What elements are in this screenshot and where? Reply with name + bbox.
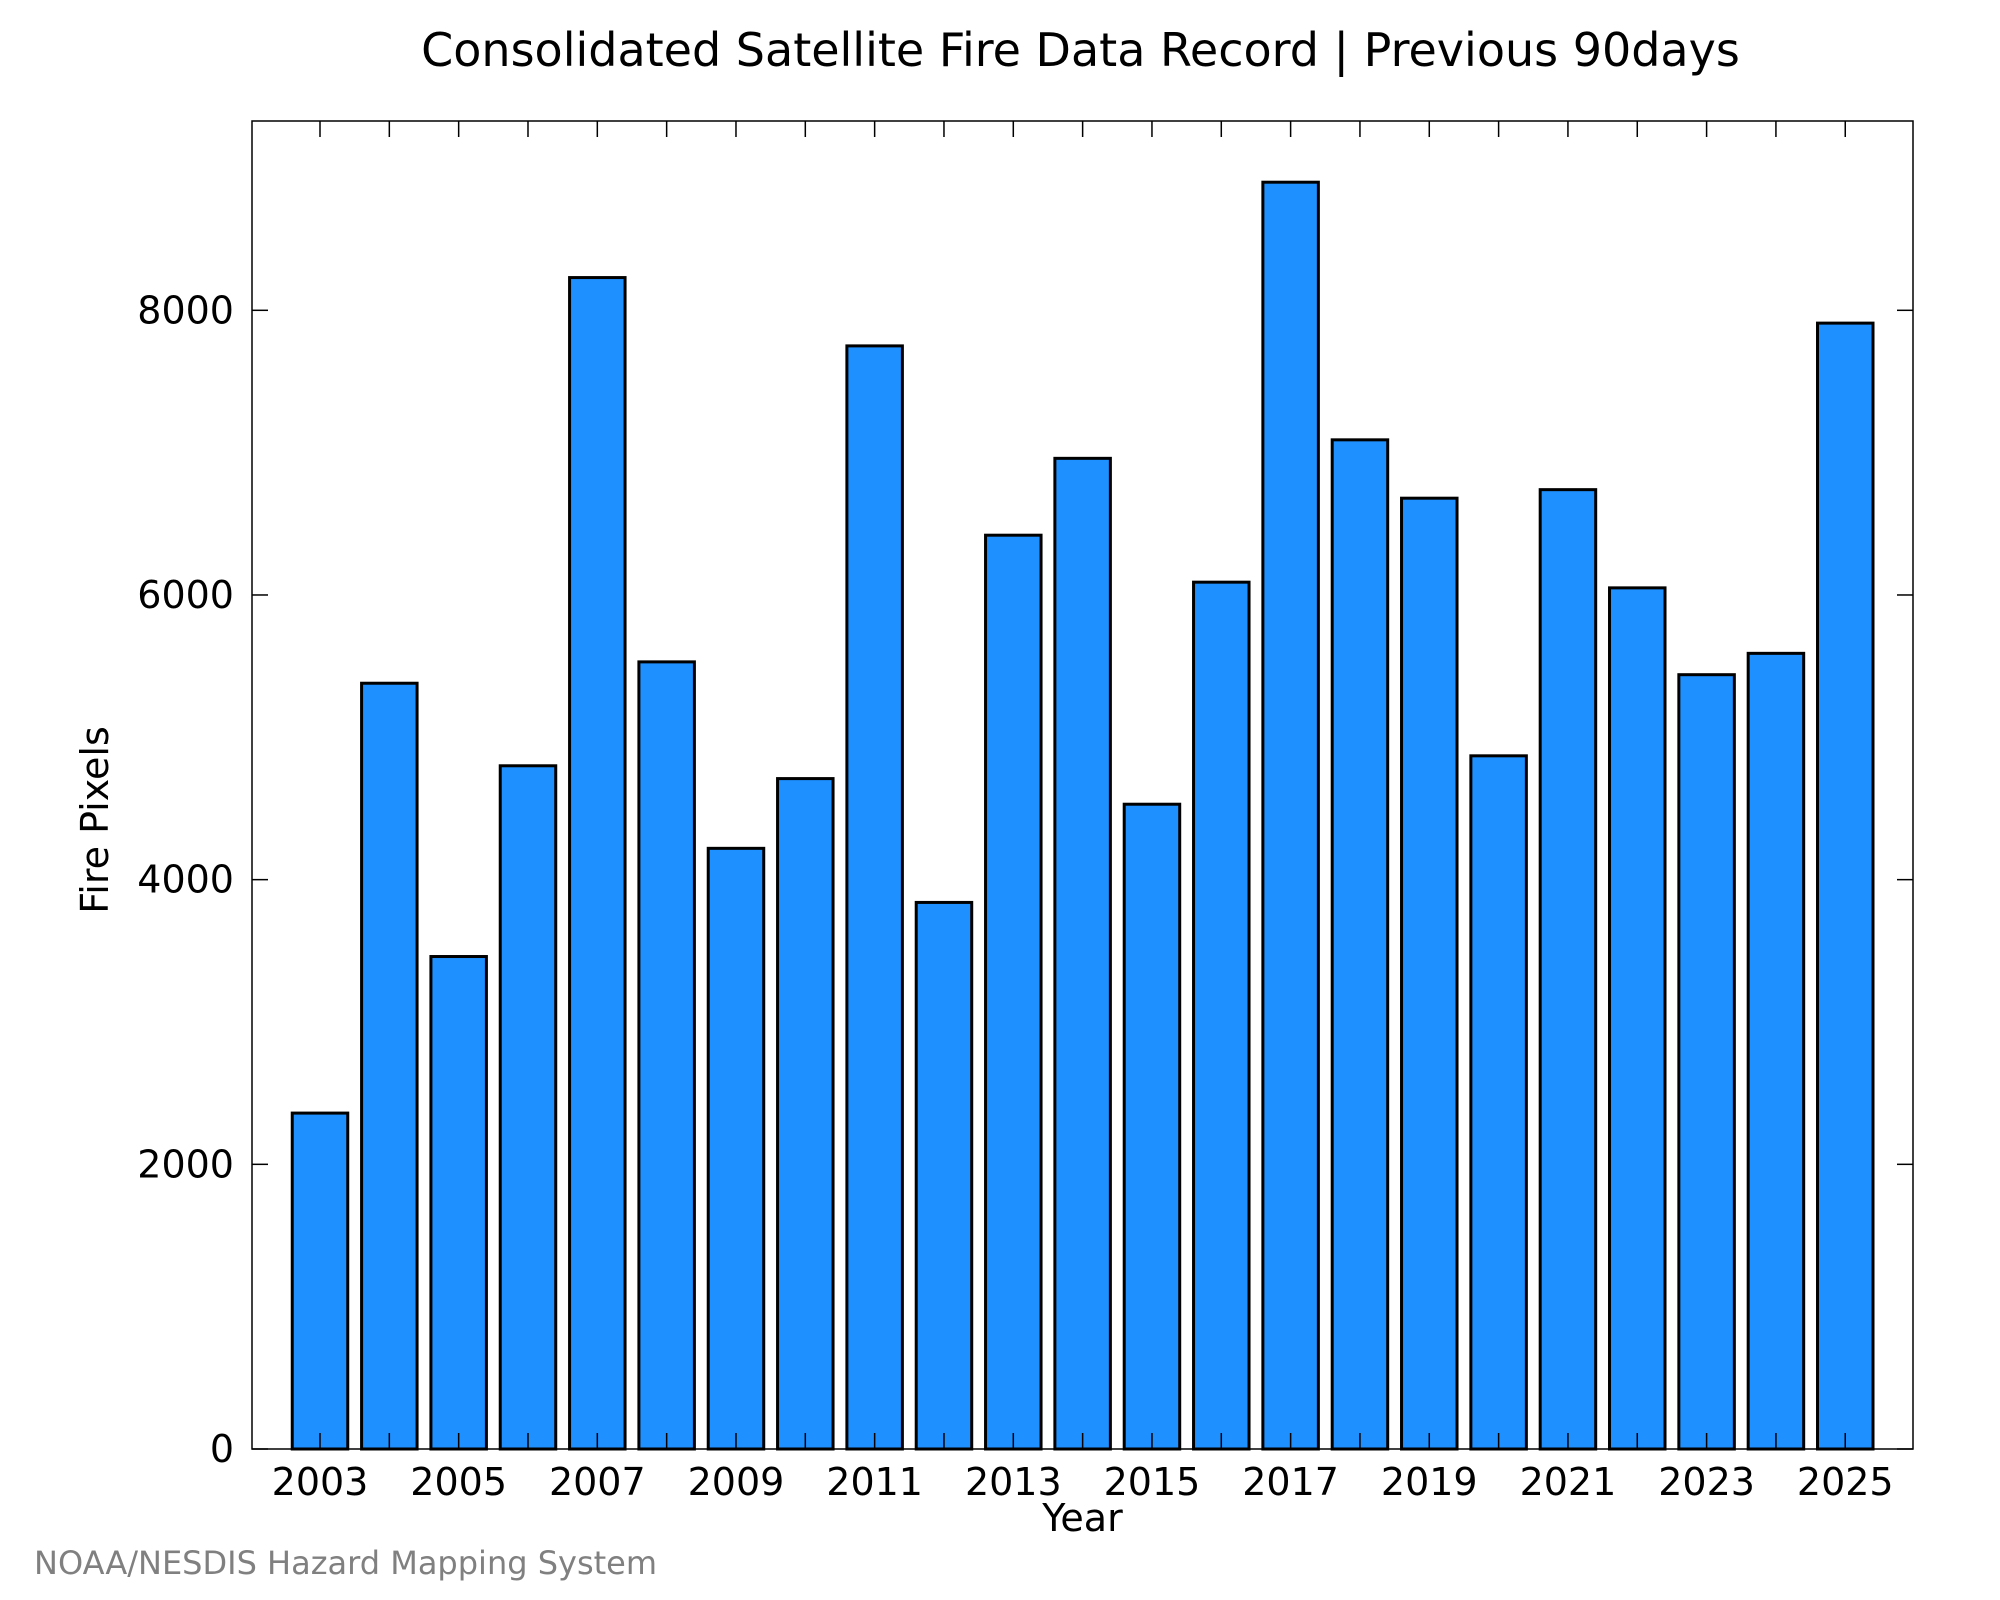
bar-2006 xyxy=(498,764,558,1451)
bar-2021 xyxy=(1538,488,1598,1451)
x-tick-label-2007: 2007 xyxy=(549,1460,646,1504)
x-tick-label-2003: 2003 xyxy=(272,1460,369,1504)
bar-2014 xyxy=(1053,456,1112,1451)
bar-2015 xyxy=(1122,802,1182,1451)
y-tick-label-0: 0 xyxy=(210,1427,234,1471)
x-tick-label-2017: 2017 xyxy=(1242,1460,1339,1504)
bar-2012 xyxy=(914,900,974,1451)
bar-2013 xyxy=(984,533,1043,1451)
bar-2007 xyxy=(568,276,627,1451)
bar-2016 xyxy=(1192,580,1251,1451)
bar-2022 xyxy=(1608,586,1667,1451)
bar-2023 xyxy=(1677,673,1736,1451)
y-tick-label-8000: 8000 xyxy=(137,288,234,332)
bar-2017 xyxy=(1261,180,1320,1451)
bar-2018 xyxy=(1330,438,1390,1451)
bar-2004 xyxy=(360,681,419,1451)
bars xyxy=(290,180,1875,1451)
x-tick-label-2005: 2005 xyxy=(410,1460,507,1504)
bar-2020 xyxy=(1469,754,1528,1451)
bar-2005 xyxy=(429,955,488,1451)
bar-2008 xyxy=(637,660,696,1451)
bar-2019 xyxy=(1400,496,1459,1451)
x-tick-label-2015: 2015 xyxy=(1104,1460,1201,1504)
chart-title: Consolidated Satellite Fire Data Record … xyxy=(421,23,1740,78)
bar-2010 xyxy=(776,777,835,1451)
credit-text: NOAA/NESDIS Hazard Mapping System xyxy=(34,1544,657,1582)
y-tick-label-4000: 4000 xyxy=(137,858,234,902)
x-tick-label-2009: 2009 xyxy=(688,1460,785,1504)
axis-ticks: 2003 2005 2007 2009 2011 2013 2015 2017 2019 2021… xyxy=(137,121,1913,1504)
y-tick-label-2000: 2000 xyxy=(137,1142,234,1186)
x-tick-label-2025: 2025 xyxy=(1797,1460,1894,1504)
x-tick-label-2021: 2021 xyxy=(1520,1460,1617,1504)
y-axis-label: Fire Pixels xyxy=(73,726,117,914)
x-tick-label-2023: 2023 xyxy=(1658,1460,1755,1504)
bar-2003 xyxy=(290,1111,350,1451)
x-axis-label: Year xyxy=(1041,1496,1123,1540)
bar-2009 xyxy=(706,846,766,1451)
bar-2011 xyxy=(845,344,904,1451)
bar-2024 xyxy=(1746,651,1806,1451)
x-tick-label-2013: 2013 xyxy=(965,1460,1062,1504)
x-tick-label-2019: 2019 xyxy=(1381,1460,1478,1504)
bar-2025 xyxy=(1816,321,1875,1451)
y-tick-label-6000: 6000 xyxy=(137,573,234,617)
x-tick-label-2011: 2011 xyxy=(826,1460,923,1504)
